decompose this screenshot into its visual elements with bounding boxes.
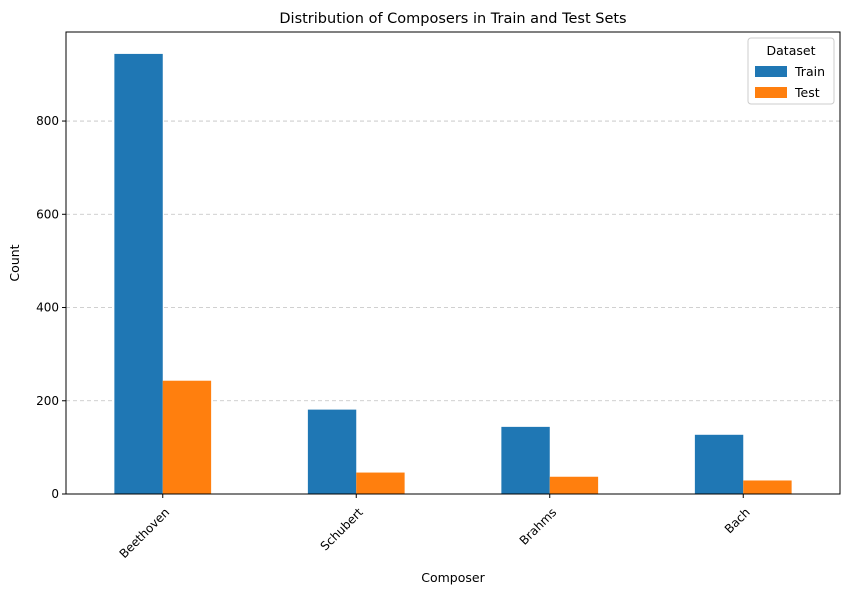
y-tick-label: 600 — [36, 207, 59, 221]
bars — [114, 53, 792, 495]
bar-test-beethoven — [162, 380, 212, 494]
x-tick-label: Bach — [722, 505, 753, 536]
x-tick-label: Brahms — [517, 505, 559, 547]
plot-frame — [65, 31, 841, 495]
y-tick-label: 400 — [36, 301, 59, 315]
y-axis-label: Count — [7, 244, 22, 281]
bar-test-bach — [743, 480, 792, 494]
x-axis-ticks: Beethoven Schubert Brahms Bach — [117, 494, 753, 561]
x-tick-label: Beethoven — [117, 505, 173, 561]
y-tick-label: 0 — [51, 487, 59, 501]
legend: Dataset Train Test — [747, 37, 835, 105]
bar-test-schubert — [356, 472, 405, 494]
bar-train-schubert — [307, 409, 357, 494]
legend-label-test: Test — [794, 85, 820, 100]
x-axis-label: Composer — [421, 570, 485, 585]
grid-lines — [66, 120, 840, 402]
y-axis-ticks: 0 200 400 600 800 — [36, 114, 66, 501]
y-tick-label: 800 — [36, 114, 59, 128]
bar-train-bach — [694, 434, 744, 494]
legend-swatch-test — [755, 87, 787, 98]
legend-label-train: Train — [794, 64, 825, 79]
legend-swatch-train — [755, 66, 787, 77]
bar-train-brahms — [501, 426, 550, 494]
legend-title: Dataset — [767, 43, 816, 58]
x-tick-label: Schubert — [318, 505, 366, 553]
chart-title: Distribution of Composers in Train and T… — [279, 11, 626, 27]
bar-train-beethoven — [114, 53, 163, 495]
bar-test-brahms — [549, 476, 599, 494]
y-tick-label: 200 — [36, 394, 59, 408]
